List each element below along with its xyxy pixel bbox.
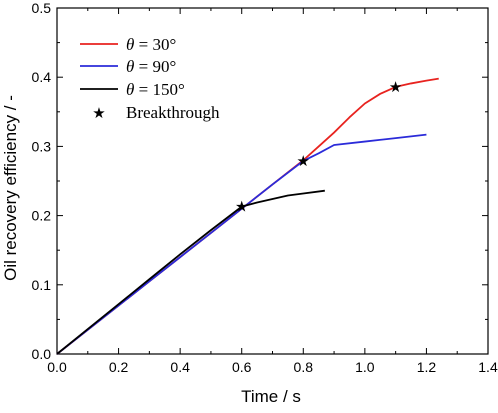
y-axis-title: Oil recovery efficiency / - [1,95,20,281]
legend-label-theta90: θ = 90° [126,57,176,76]
x-tick-label: 0.2 [109,359,129,375]
legend: θ = 30° θ = 90° θ = 150° ★ Breakthrough [80,35,220,122]
x-tick-label: 0.4 [170,359,190,375]
x-tick-label: 1.4 [478,359,498,375]
breakthrough-star-1: ★ [297,153,310,170]
y-tick-label: 0.4 [32,69,52,85]
legend-eq-theta150: = 150° [134,80,184,99]
series-line-2 [56,189,325,355]
x-tick-label: 0.0 [47,359,67,375]
legend-label-theta150: θ = 150° [126,80,185,99]
legend-eq-theta30: = 30° [134,35,176,54]
x-axis-title: Time / s [241,387,301,406]
legend-label-theta30: θ = 30° [126,35,176,54]
breakthrough-star-0: ★ [235,199,248,216]
legend-eq-theta90: = 90° [134,57,176,76]
series-line-1 [56,133,427,355]
x-tick-label: 0.6 [232,359,252,375]
y-tick-label: 0.5 [32,0,52,16]
x-tick-label: 1.0 [355,359,375,375]
legend-symbol-theta90: θ [126,57,134,76]
x-tick-label: 0.8 [294,359,314,375]
y-tick-label: 0.2 [32,208,52,224]
y-tick-label: 0.3 [32,138,52,154]
legend-label-breakthrough: Breakthrough [126,103,220,122]
breakthrough-star-2: ★ [389,79,402,96]
y-tick-label: 0.1 [32,277,52,293]
y-tick-label: 0.0 [32,346,52,362]
legend-star-icon: ★ [92,105,105,122]
series-line-0 [56,77,439,355]
legend-symbol-theta30: θ [126,35,134,54]
legend-symbol-theta150: θ [126,80,134,99]
x-tick-label: 1.2 [417,359,437,375]
